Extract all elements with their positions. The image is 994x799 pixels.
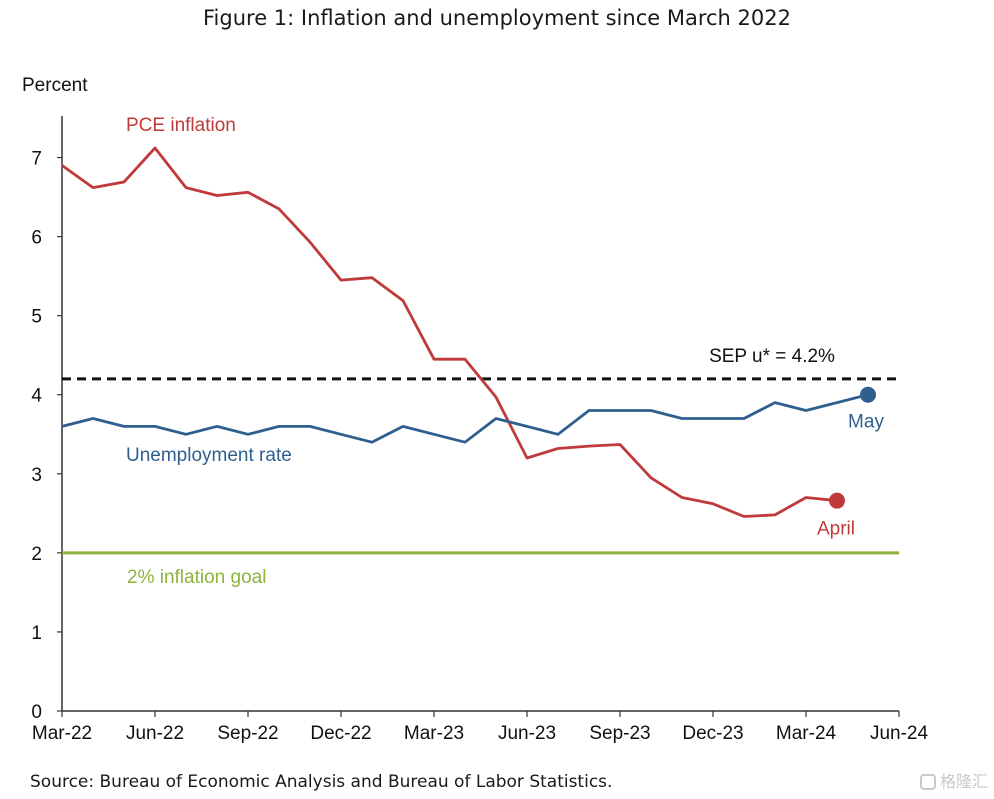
unemployment-rate-line <box>61 393 869 444</box>
y-tick-label: 4 <box>31 386 42 407</box>
x-tick-label: Dec-22 <box>310 723 371 744</box>
inflation-goal-label: 2% inflation goal <box>127 567 266 588</box>
y-tick-label: 5 <box>31 307 42 328</box>
y-tick-label: 0 <box>31 702 42 723</box>
watermark-logo-icon <box>919 774 936 790</box>
x-tick-label: Dec-23 <box>682 723 743 744</box>
y-tick-label: 1 <box>31 623 42 644</box>
x-tick-label: Jun-24 <box>870 723 929 744</box>
pce-inflation-end-marker <box>829 492 845 509</box>
sep-u-star-label: SEP u* = 4.2% <box>709 346 835 367</box>
y-axis-title: Percent <box>22 75 88 96</box>
x-tick-label: Jun-23 <box>498 723 556 744</box>
y-tick-label: 7 <box>31 149 42 170</box>
y-tick-label: 6 <box>31 228 42 249</box>
x-tick-label: Mar-24 <box>776 723 837 744</box>
pce-inflation-label: PCE inflation <box>126 115 236 136</box>
pce-inflation-line <box>61 146 838 518</box>
x-tick-label: Mar-23 <box>404 723 464 744</box>
x-tick-label: Mar-22 <box>32 723 92 744</box>
y-tick-label: 3 <box>31 465 42 486</box>
x-tick-label: Sep-23 <box>589 723 650 744</box>
x-tick-label: Sep-22 <box>217 723 278 744</box>
watermark: 格隆汇 <box>919 768 988 792</box>
line-chart: Percent 0 1 2 3 4 5 6 7 Mar-22 Jun-22 Sep-22 Dec-22 M… <box>22 75 929 744</box>
unemployment-end-label: May <box>848 412 884 433</box>
figure-title: Figure 1: Inflation and unemployment sin… <box>203 6 791 30</box>
watermark-text: 格隆汇 <box>939 772 988 791</box>
chart-panel: Percent 0 1 2 3 4 5 6 7 Mar-22 Jun-22 Sep-22 Dec-22 M… <box>12 63 958 751</box>
unemployment-rate-label: Unemployment rate <box>126 445 292 466</box>
source-note: Source: Bureau of Economic Analysis and … <box>30 772 613 792</box>
pce-end-label: April <box>817 519 855 540</box>
x-tick-label: Jun-22 <box>126 723 184 744</box>
unemployment-rate-end-marker <box>860 386 876 403</box>
y-tick-label: 2 <box>31 544 42 565</box>
